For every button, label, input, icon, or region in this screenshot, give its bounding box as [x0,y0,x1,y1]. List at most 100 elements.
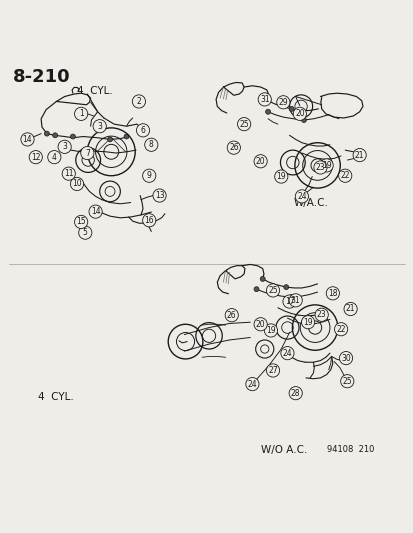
Text: 29: 29 [278,98,287,107]
Text: 19: 19 [321,161,331,170]
Circle shape [288,107,293,111]
Circle shape [70,134,75,139]
Circle shape [237,118,250,131]
Text: 3: 3 [62,142,67,151]
Text: 3: 3 [97,122,102,131]
Circle shape [266,284,279,297]
Text: 20: 20 [294,109,304,118]
Circle shape [225,309,238,322]
Text: 22: 22 [335,325,345,334]
Circle shape [265,98,270,103]
Text: 27: 27 [268,366,277,375]
Text: 16: 16 [144,216,154,225]
Text: 25: 25 [268,286,277,295]
Text: 15: 15 [76,217,86,227]
Text: 8: 8 [149,140,153,149]
Circle shape [301,316,314,329]
Circle shape [274,170,287,183]
Circle shape [62,144,67,149]
Circle shape [254,287,259,292]
Circle shape [292,107,306,120]
Circle shape [343,302,356,316]
Circle shape [339,351,352,365]
Circle shape [74,107,88,120]
Text: 23: 23 [315,163,325,172]
Circle shape [283,285,288,289]
Circle shape [325,287,339,300]
Circle shape [52,133,57,138]
Text: 18: 18 [328,289,337,298]
Text: 24: 24 [282,349,292,358]
Circle shape [264,324,277,337]
Circle shape [319,159,332,172]
Circle shape [352,149,366,161]
Circle shape [62,167,75,180]
Text: 24: 24 [247,379,256,389]
Text: 4  CYL.: 4 CYL. [38,392,74,402]
Text: 11: 11 [64,169,74,178]
Text: 30: 30 [340,353,350,362]
Text: 31: 31 [290,296,300,305]
Text: 23: 23 [316,310,326,319]
Text: 9: 9 [147,171,151,180]
Circle shape [78,226,92,239]
Text: 22: 22 [339,171,349,180]
Circle shape [254,318,267,331]
Circle shape [145,138,157,151]
Circle shape [301,118,306,123]
Circle shape [132,95,145,108]
Text: 21: 21 [354,151,363,159]
Circle shape [70,177,83,191]
Text: 13: 13 [154,191,164,200]
Circle shape [136,124,149,137]
Text: 14: 14 [90,207,100,216]
Circle shape [260,277,265,281]
Circle shape [288,295,293,300]
Circle shape [266,364,279,377]
Text: 4: 4 [52,152,57,161]
Circle shape [254,155,267,168]
Text: 94108  210: 94108 210 [326,445,373,454]
Text: 26: 26 [226,311,236,320]
Circle shape [93,119,106,133]
Circle shape [142,214,155,227]
Text: 2: 2 [136,97,141,106]
Text: 26: 26 [228,143,238,152]
Circle shape [258,93,271,106]
Text: 19: 19 [266,326,275,335]
Text: 24: 24 [297,192,306,201]
Text: 31: 31 [259,95,269,104]
Circle shape [44,131,49,136]
Circle shape [245,377,259,391]
Circle shape [21,133,34,146]
Circle shape [81,147,94,160]
Text: 25: 25 [342,377,351,386]
Text: 28: 28 [290,389,300,398]
Text: W/O A.C.: W/O A.C. [260,445,306,455]
Text: 1: 1 [78,109,83,118]
Text: 12: 12 [31,152,40,161]
Circle shape [58,140,71,154]
Circle shape [265,109,270,114]
Circle shape [47,150,61,164]
Circle shape [29,150,42,164]
Text: 4  CYL.: 4 CYL. [77,86,112,96]
Text: 14: 14 [23,135,32,144]
Circle shape [294,190,308,203]
Circle shape [276,96,289,109]
Circle shape [280,346,293,360]
Text: 5: 5 [83,228,88,237]
Text: 19: 19 [303,318,312,327]
Circle shape [282,295,295,308]
Circle shape [227,141,240,154]
Circle shape [142,169,155,182]
Text: 19: 19 [276,172,285,181]
Text: 17: 17 [284,297,294,306]
Circle shape [334,322,347,336]
Text: 20: 20 [255,157,265,166]
Text: 25: 25 [239,119,248,128]
Circle shape [338,169,351,182]
Circle shape [340,375,353,388]
Text: 7: 7 [85,149,90,158]
Circle shape [288,294,301,307]
